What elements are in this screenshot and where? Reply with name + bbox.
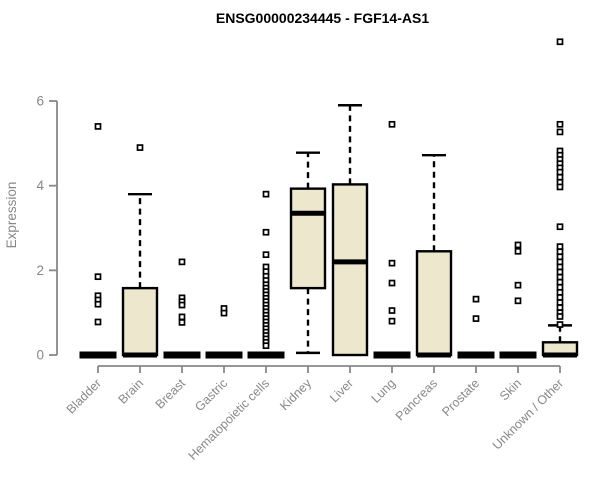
boxplot-skin <box>499 241 537 359</box>
collapsed-box-bar <box>79 351 117 359</box>
boxplot-prostate <box>457 295 495 359</box>
outlier-point <box>556 183 564 191</box>
y-tick-label: 6 <box>36 94 44 109</box>
outlier-point <box>262 228 270 236</box>
y-tick-label: 4 <box>36 178 44 193</box>
outlier-point <box>514 297 522 305</box>
outlier-point <box>556 313 564 320</box>
outlier-point <box>262 190 270 198</box>
box <box>331 183 369 357</box>
outlier-point <box>388 259 396 267</box>
outlier-point <box>178 301 186 309</box>
outlier-point <box>514 241 522 249</box>
outlier-point <box>514 281 522 289</box>
collapsed-box-bar <box>205 351 243 359</box>
outlier-point <box>178 258 186 266</box>
box <box>289 187 327 290</box>
outlier-point <box>178 313 186 321</box>
outlier-point <box>178 319 186 326</box>
boxplot-liver <box>331 104 369 357</box>
x-tick-label: Lung <box>369 376 399 406</box>
outlier-point <box>94 123 102 130</box>
outlier-point <box>472 315 480 322</box>
collapsed-box-bar <box>457 351 495 359</box>
boxplot-lung <box>373 120 411 359</box>
outlier-point <box>262 342 270 350</box>
outlier-point <box>556 128 564 136</box>
outlier-point <box>556 223 564 231</box>
y-tick-label: 2 <box>36 263 44 278</box>
outlier-point <box>94 300 102 308</box>
y-axis-title: Expression <box>4 182 19 249</box>
boxplot-unknown-other <box>541 38 579 358</box>
outlier-point <box>136 144 144 151</box>
boxplot-breast <box>163 258 201 359</box>
box <box>415 250 453 357</box>
x-tick-label: Gastric <box>192 376 230 414</box>
outlier-point <box>94 273 102 281</box>
outlier-point <box>388 307 396 314</box>
outlier-point <box>388 279 396 287</box>
outlier-point <box>556 120 564 128</box>
outlier-point <box>556 321 564 328</box>
x-tick-label: Breast <box>153 376 189 412</box>
x-tick-label: Liver <box>327 376 356 405</box>
x-tick-label: Skin <box>497 376 524 403</box>
x-tick-label: Pancreas <box>393 376 440 423</box>
box <box>121 286 159 357</box>
x-tick-label: Hematopoietic cells <box>186 376 273 463</box>
collapsed-box-bar <box>499 351 537 359</box>
collapsed-box-bar <box>247 351 285 359</box>
x-tick-label: Prostate <box>439 376 482 419</box>
outlier-point <box>556 38 564 46</box>
outlier-point <box>388 317 396 325</box>
boxplot-gastric <box>205 305 243 359</box>
outlier-point <box>262 251 270 259</box>
outlier-point <box>514 247 522 255</box>
x-tick-label: Kidney <box>277 376 314 413</box>
boxplot-hematopoietic-cells <box>247 190 285 359</box>
x-tick-label: Brain <box>116 376 147 407</box>
x-tick-label: Unknown / Other <box>490 376 566 452</box>
boxplot-bladder <box>79 123 117 359</box>
chart-title: ENSG00000234445 - FGF14-AS1 <box>215 10 430 26</box>
boxplot-pancreas <box>415 154 453 358</box>
outlier-point <box>94 318 102 326</box>
outlier-point <box>388 120 396 128</box>
collapsed-box-bar <box>373 351 411 359</box>
outlier-point <box>220 309 228 317</box>
y-tick-label: 0 <box>36 348 44 363</box>
collapsed-box-bar <box>163 351 201 359</box>
boxplot-brain <box>121 144 159 358</box>
outlier-point <box>472 295 480 303</box>
boxplot-kidney <box>289 151 327 355</box>
x-tick-label: Bladder <box>64 376 104 416</box>
